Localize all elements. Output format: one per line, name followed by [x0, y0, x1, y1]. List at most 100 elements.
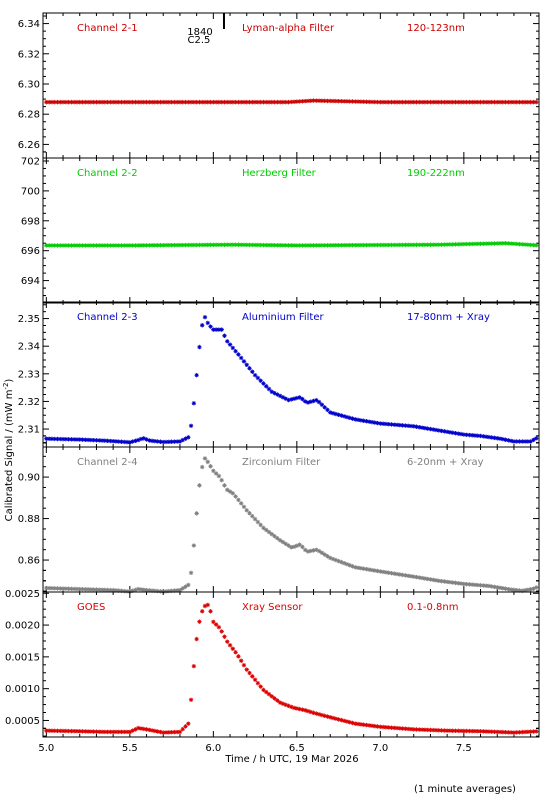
data-point — [394, 99, 400, 105]
data-point — [419, 425, 425, 430]
data-point — [238, 99, 244, 105]
data-point — [289, 704, 294, 710]
data-point — [66, 728, 71, 734]
data-point — [514, 439, 519, 444]
data-point — [294, 706, 300, 711]
panel-1: 6.26 6.28 6.30 6.32 6.34 Channel 2-1 Lyman-alp… — [18, 12, 540, 159]
data-point — [191, 401, 197, 406]
data-point — [383, 421, 389, 427]
data-point — [174, 588, 180, 593]
data-point — [135, 437, 141, 443]
data-point — [289, 243, 294, 248]
data-point — [300, 707, 305, 712]
data-point — [108, 438, 113, 444]
data-point — [244, 667, 249, 672]
data-point — [297, 706, 302, 712]
data-point — [266, 529, 272, 535]
data-point — [534, 99, 539, 105]
data-point — [250, 242, 255, 248]
data-point — [188, 697, 194, 702]
data-point — [124, 99, 130, 105]
x-tick-label: 6.0 — [205, 743, 221, 754]
data-point — [116, 243, 121, 248]
data-point — [403, 573, 408, 578]
data-point — [149, 588, 155, 593]
data-point — [422, 242, 428, 247]
data-point — [392, 99, 397, 105]
data-point — [433, 242, 439, 247]
data-point — [233, 494, 238, 499]
data-point — [422, 99, 428, 105]
data-point — [400, 423, 405, 428]
data-point — [467, 432, 472, 438]
data-point — [436, 578, 441, 583]
data-point — [155, 439, 160, 444]
data-point — [364, 99, 369, 104]
data-point — [216, 624, 222, 630]
data-point — [492, 729, 497, 735]
data-point — [353, 417, 358, 422]
data-point — [495, 241, 500, 246]
data-point — [372, 242, 377, 248]
data-point — [211, 99, 216, 105]
data-point — [453, 99, 458, 105]
data-point — [514, 99, 519, 105]
data-point — [261, 242, 266, 248]
data-point — [227, 489, 233, 494]
data-point — [497, 585, 503, 590]
data-point — [361, 99, 366, 104]
data-point — [475, 241, 480, 247]
data-point — [74, 729, 80, 734]
data-point — [456, 581, 461, 586]
data-point — [91, 243, 96, 248]
data-point — [149, 438, 155, 444]
data-point — [197, 344, 202, 350]
data-point — [436, 99, 441, 105]
data-point — [113, 99, 119, 105]
data-point — [275, 536, 280, 541]
data-point — [277, 393, 283, 399]
data-point — [433, 578, 439, 583]
data-point — [225, 487, 230, 493]
data-point — [447, 99, 453, 105]
data-point — [247, 242, 252, 248]
data-point — [174, 729, 180, 735]
data-point — [130, 439, 135, 444]
data-point — [241, 504, 247, 510]
data-point — [469, 728, 475, 734]
data-point — [495, 729, 500, 735]
data-point — [497, 241, 503, 246]
data-point — [336, 717, 341, 722]
data-point — [71, 99, 77, 105]
data-point — [225, 242, 230, 247]
data-point — [492, 435, 497, 441]
data-point — [161, 99, 166, 105]
data-point — [83, 99, 88, 105]
data-point — [378, 242, 383, 248]
data-point — [475, 582, 480, 588]
data-point — [297, 542, 302, 547]
data-point — [180, 242, 185, 248]
data-point — [275, 243, 280, 248]
data-point — [311, 98, 316, 103]
data-point — [433, 99, 439, 105]
data-point — [277, 99, 283, 105]
data-point — [350, 242, 355, 248]
data-point — [534, 436, 539, 441]
data-point — [113, 243, 119, 248]
data-point — [177, 242, 183, 248]
data-point — [394, 422, 400, 428]
data-point — [411, 424, 416, 429]
data-point — [133, 727, 138, 732]
data-point — [333, 716, 339, 721]
data-point — [135, 99, 141, 105]
data-point — [464, 99, 469, 105]
data-point — [238, 242, 244, 247]
data-point — [464, 432, 469, 438]
data-point — [80, 243, 85, 248]
data-point — [419, 99, 425, 105]
data-point — [77, 437, 82, 442]
data-point — [417, 727, 422, 732]
data-point — [486, 729, 492, 734]
data-point — [328, 555, 333, 561]
